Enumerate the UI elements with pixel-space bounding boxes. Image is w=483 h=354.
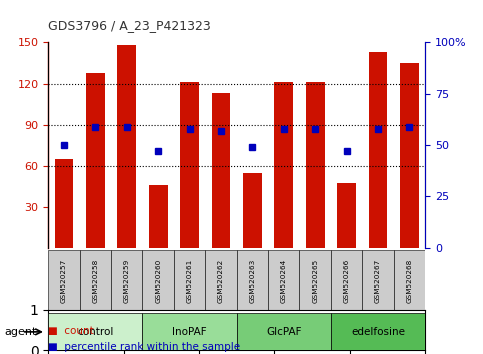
Text: GSM520263: GSM520263 bbox=[249, 258, 256, 303]
Bar bbox=[306, 82, 325, 248]
Bar bbox=[369, 52, 387, 248]
Bar bbox=[237, 313, 331, 350]
Bar bbox=[205, 250, 237, 312]
Bar bbox=[362, 250, 394, 312]
Text: GSM520266: GSM520266 bbox=[343, 258, 350, 303]
Bar bbox=[331, 250, 362, 312]
Bar bbox=[243, 172, 262, 248]
Bar bbox=[299, 250, 331, 312]
Text: GSM520262: GSM520262 bbox=[218, 258, 224, 303]
Bar bbox=[400, 63, 419, 248]
Bar bbox=[48, 313, 142, 350]
Text: ■  count: ■ count bbox=[48, 326, 94, 336]
Bar bbox=[142, 250, 174, 312]
Text: agent: agent bbox=[5, 327, 37, 337]
Bar bbox=[117, 45, 136, 248]
Text: edelfosine: edelfosine bbox=[351, 327, 405, 337]
Bar bbox=[48, 250, 80, 312]
Bar bbox=[337, 183, 356, 248]
Bar bbox=[237, 250, 268, 312]
Bar bbox=[142, 313, 237, 350]
Bar bbox=[331, 313, 425, 350]
Text: GSM520267: GSM520267 bbox=[375, 258, 381, 303]
Text: GSM520265: GSM520265 bbox=[312, 258, 318, 303]
Bar bbox=[274, 82, 293, 248]
Bar bbox=[212, 93, 230, 248]
Text: GSM520264: GSM520264 bbox=[281, 258, 287, 303]
Text: ■  percentile rank within the sample: ■ percentile rank within the sample bbox=[48, 342, 241, 352]
Bar bbox=[86, 73, 105, 248]
Text: InoPAF: InoPAF bbox=[172, 327, 207, 337]
Text: GSM520268: GSM520268 bbox=[406, 258, 412, 303]
Bar bbox=[149, 185, 168, 248]
Bar bbox=[180, 82, 199, 248]
Text: GDS3796 / A_23_P421323: GDS3796 / A_23_P421323 bbox=[48, 19, 211, 32]
Text: GSM520259: GSM520259 bbox=[124, 258, 130, 303]
Text: GlcPAF: GlcPAF bbox=[266, 327, 301, 337]
Bar bbox=[55, 159, 73, 248]
Bar bbox=[80, 250, 111, 312]
Text: GSM520261: GSM520261 bbox=[186, 258, 193, 303]
Text: GSM520260: GSM520260 bbox=[155, 258, 161, 303]
Bar bbox=[174, 250, 205, 312]
Text: GSM520257: GSM520257 bbox=[61, 258, 67, 303]
Bar bbox=[268, 250, 299, 312]
Text: control: control bbox=[77, 327, 114, 337]
Bar bbox=[394, 250, 425, 312]
Text: GSM520258: GSM520258 bbox=[92, 258, 99, 303]
Bar bbox=[111, 250, 142, 312]
